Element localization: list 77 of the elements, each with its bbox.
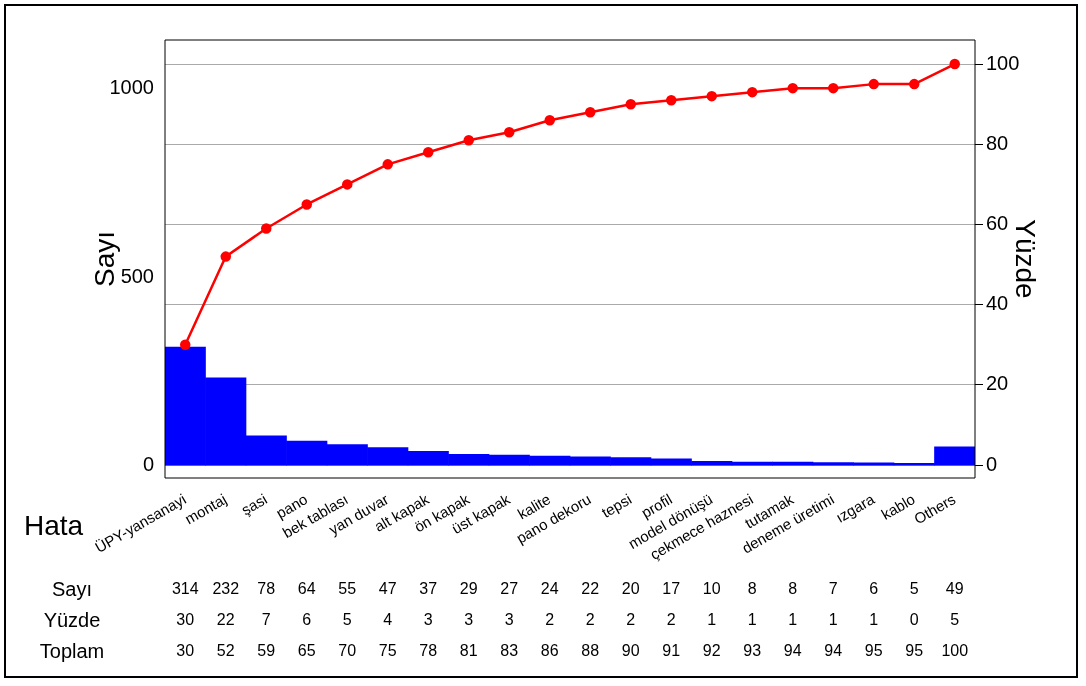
x-axis-title: Hata: [24, 509, 84, 541]
data-label: 78: [257, 580, 276, 598]
data-label: 91: [662, 642, 681, 660]
text: 4: [383, 611, 393, 629]
data-label: 22: [581, 580, 600, 598]
data-label: 59: [257, 642, 276, 660]
data-label: 90: [621, 642, 640, 660]
data-label: 55: [338, 580, 357, 598]
data-label: 83: [500, 642, 519, 660]
y2-tick-label: 20: [986, 372, 1009, 395]
data-label: 6: [869, 580, 879, 598]
data-label: 20: [621, 580, 640, 598]
text: 22: [216, 611, 235, 629]
data-label: 100: [941, 642, 969, 660]
data-label: 75: [378, 642, 397, 660]
y-tick-label: 500: [120, 264, 154, 287]
text: 5: [950, 611, 960, 629]
data-label: 37: [419, 580, 438, 598]
text: Sayı: [51, 577, 93, 600]
y2-tick-label: 100: [986, 51, 1020, 74]
data-label: 92: [702, 642, 721, 660]
text: 0: [909, 611, 919, 629]
data-label: 52: [216, 642, 235, 660]
text: 6: [302, 611, 312, 629]
text: 1: [707, 611, 717, 629]
data-label: 314: [171, 580, 199, 598]
data-label: 94: [824, 642, 843, 660]
data-label: 64: [297, 580, 316, 598]
y-tick-label: 0: [142, 452, 154, 475]
data-label: 78: [419, 642, 438, 660]
x-tick-label: şasi: [238, 490, 270, 519]
text: 2: [585, 611, 595, 629]
data-label: 29: [459, 580, 478, 598]
text: 3: [423, 611, 433, 629]
data-label: 8: [788, 580, 798, 598]
data-label: 86: [540, 642, 559, 660]
data-label: 65: [297, 642, 316, 660]
y-tick-label: 1000: [109, 76, 154, 99]
data-label: 232: [212, 580, 240, 598]
text: 3: [504, 611, 514, 629]
text: 2: [545, 611, 555, 629]
text: 1: [788, 611, 798, 629]
text: Toplam: [39, 639, 105, 662]
text: 5: [342, 611, 352, 629]
data-label: 95: [864, 642, 883, 660]
data-label: 27: [500, 580, 519, 598]
data-label: 70: [338, 642, 357, 660]
data-label: 93: [743, 642, 762, 660]
y2-tick-label: 40: [986, 292, 1009, 315]
data-label: 30: [176, 642, 195, 660]
text: 2: [626, 611, 636, 629]
y2-tick-label: 0: [986, 452, 998, 475]
data-label: 17: [662, 580, 681, 598]
text: 3: [464, 611, 474, 629]
data-label: 95: [905, 642, 924, 660]
y-axis-title: Sayı: [88, 230, 120, 288]
text: 30: [176, 611, 195, 629]
data-label: 7: [828, 580, 838, 598]
data-label: 8: [747, 580, 757, 598]
data-label: 5: [909, 580, 919, 598]
data-label: 47: [378, 580, 397, 598]
data-label: 10: [702, 580, 721, 598]
text: 1: [747, 611, 757, 629]
text: 2: [666, 611, 676, 629]
y2-tick-label: 80: [986, 131, 1009, 154]
y2-tick-label: 60: [986, 212, 1009, 235]
data-label: 49: [945, 580, 964, 598]
data-label: 81: [459, 642, 478, 660]
text: 7: [261, 611, 271, 629]
text: 1: [869, 611, 879, 629]
x-tick-label: tepsi: [598, 490, 635, 521]
data-label: 88: [581, 642, 600, 660]
text: Yüzde: [43, 608, 101, 631]
data-label: 94: [783, 642, 802, 660]
text: 1: [828, 611, 838, 629]
data-label: 24: [540, 580, 559, 598]
y2-axis-title: Yüzde: [1010, 219, 1042, 299]
